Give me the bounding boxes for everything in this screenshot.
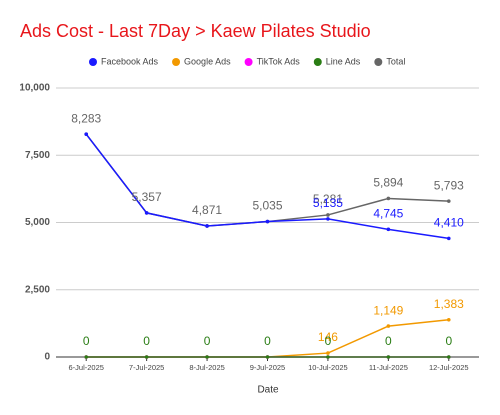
y-tick-label: 2,500 <box>25 284 50 295</box>
x-tick-label: 6-Jul-2025 <box>68 363 103 372</box>
legend-marker <box>244 58 253 66</box>
chart-title: Ads Cost - Last 7Day > Kaew Pilates Stud… <box>20 21 371 41</box>
x-tick-label: 10-Jul-2025 <box>308 363 348 372</box>
x-tick-label: 12-Jul-2025 <box>429 363 469 372</box>
value-label: 5,035 <box>252 199 282 213</box>
value-label: 0 <box>83 334 90 348</box>
point <box>326 355 330 359</box>
x-tick-label: 8-Jul-2025 <box>189 363 224 372</box>
point <box>205 224 209 228</box>
point <box>84 355 89 359</box>
legend-marker <box>172 58 181 66</box>
value-label: 0 <box>385 334 392 348</box>
value-label: 0 <box>204 334 211 348</box>
point <box>205 355 209 359</box>
value-label: 4,745 <box>373 207 403 221</box>
y-tick-label: 7,500 <box>25 150 50 161</box>
value-label: 5,135 <box>313 196 343 210</box>
y-tick-label: 0 <box>44 352 50 363</box>
value-label: 1,383 <box>434 297 464 311</box>
value-label: 8,283 <box>71 111 101 125</box>
y-tick-label: 5,000 <box>25 217 50 228</box>
legend-marker <box>313 58 322 66</box>
point <box>386 227 391 232</box>
x-axis-label: Date <box>257 385 279 396</box>
value-label: 5,793 <box>434 178 464 192</box>
legend-label: Google Ads <box>184 56 231 66</box>
value-label: 4,871 <box>192 203 222 217</box>
legend-label: Total <box>386 56 405 66</box>
point <box>265 219 270 224</box>
legend-label: Line Ads <box>326 56 361 66</box>
value-label: 4,410 <box>434 216 464 230</box>
y-tick-label: 10,000 <box>19 83 50 94</box>
value-label: 0 <box>264 334 271 348</box>
legend-marker <box>89 58 97 66</box>
x-tick-label: 9-Jul-2025 <box>250 363 285 372</box>
value-label: 5,894 <box>373 176 403 190</box>
legend-label: TikTok Ads <box>257 56 301 66</box>
value-label: 1,149 <box>373 303 403 317</box>
point <box>326 217 330 221</box>
value-label: 146 <box>318 330 338 344</box>
value-label: 0 <box>445 334 452 348</box>
legend-label: Facebook Ads <box>101 56 159 66</box>
value-label: 0 <box>143 334 150 348</box>
point <box>446 355 451 359</box>
point <box>326 351 330 355</box>
point <box>446 236 451 241</box>
value-label: 5,357 <box>132 190 162 204</box>
x-tick-label: 11-Jul-2025 <box>369 363 408 372</box>
point <box>446 199 451 203</box>
point <box>386 355 391 359</box>
point <box>326 213 330 217</box>
point <box>265 355 270 359</box>
point <box>84 132 89 136</box>
point <box>144 211 149 215</box>
value-label: 5,281 <box>313 192 343 206</box>
point <box>386 324 391 328</box>
point <box>446 317 451 322</box>
point <box>144 355 149 359</box>
x-tick-label: 7-Jul-2025 <box>129 363 164 372</box>
value-label: 0 <box>325 334 332 348</box>
legend-marker <box>374 58 383 66</box>
point <box>386 196 391 201</box>
